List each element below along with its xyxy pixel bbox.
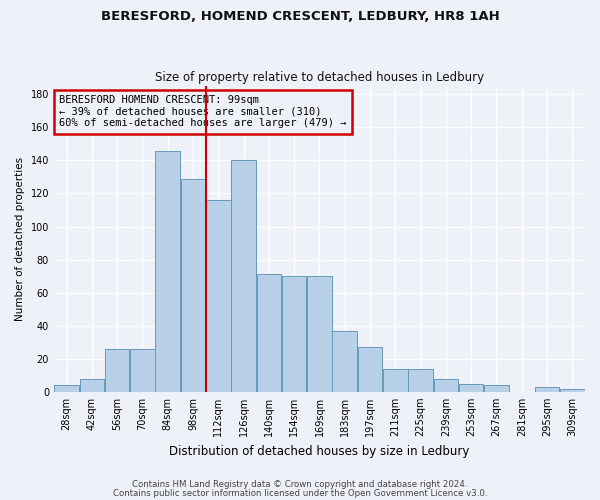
Y-axis label: Number of detached properties: Number of detached properties	[15, 157, 25, 321]
Bar	[105, 349, 130, 392]
Bar	[484, 385, 509, 392]
Bar	[155, 150, 180, 392]
Bar	[80, 378, 104, 392]
Bar	[409, 368, 433, 392]
Bar	[358, 347, 382, 392]
Bar	[434, 378, 458, 392]
Bar	[560, 388, 584, 392]
Bar	[282, 276, 307, 392]
Bar	[181, 178, 205, 392]
Bar	[459, 384, 484, 392]
Bar	[257, 274, 281, 392]
Text: Contains HM Land Registry data © Crown copyright and database right 2024.: Contains HM Land Registry data © Crown c…	[132, 480, 468, 489]
Text: Contains public sector information licensed under the Open Government Licence v3: Contains public sector information licen…	[113, 489, 487, 498]
Bar	[130, 349, 155, 392]
Text: BERESFORD, HOMEND CRESCENT, LEDBURY, HR8 1AH: BERESFORD, HOMEND CRESCENT, LEDBURY, HR8…	[101, 10, 499, 23]
Bar	[332, 330, 357, 392]
X-axis label: Distribution of detached houses by size in Ledbury: Distribution of detached houses by size …	[169, 444, 470, 458]
Bar	[232, 160, 256, 392]
Bar	[206, 200, 230, 392]
Title: Size of property relative to detached houses in Ledbury: Size of property relative to detached ho…	[155, 70, 484, 84]
Bar	[383, 368, 407, 392]
Bar	[535, 387, 559, 392]
Bar	[54, 385, 79, 392]
Bar	[307, 276, 332, 392]
Text: BERESFORD HOMEND CRESCENT: 99sqm
← 39% of detached houses are smaller (310)
60% : BERESFORD HOMEND CRESCENT: 99sqm ← 39% o…	[59, 95, 347, 128]
